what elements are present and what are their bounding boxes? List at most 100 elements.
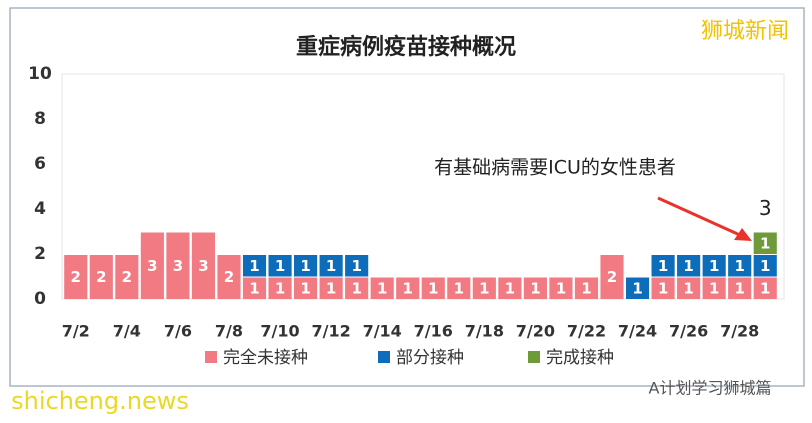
- x-tick-label: 7/18: [465, 322, 504, 341]
- x-tick-label: 7/26: [669, 322, 708, 341]
- data-label: 2: [607, 268, 617, 286]
- bar-segment: [728, 255, 752, 277]
- data-label: 1: [326, 279, 336, 297]
- legend-swatch: [528, 351, 540, 363]
- x-tick-label: 7/24: [618, 322, 657, 341]
- legend-label: 部分接种: [396, 348, 464, 368]
- x-tick-label: 7/12: [312, 322, 351, 341]
- bar-segment: [319, 277, 343, 299]
- data-label: 1: [454, 279, 464, 297]
- data-label: 1: [658, 257, 668, 275]
- bar-segment: [625, 277, 650, 299]
- bar-segment: [651, 255, 675, 277]
- x-tick-label: 7/10: [260, 322, 299, 341]
- x-tick-label: 7/2: [62, 322, 90, 341]
- data-label: 1: [734, 279, 744, 297]
- legend-swatch: [378, 351, 390, 363]
- data-label: 1: [300, 279, 310, 297]
- data-label: 1: [403, 279, 413, 297]
- watermark: A计划学习狮城篇: [649, 379, 772, 398]
- data-label: 1: [377, 279, 387, 297]
- bar-segment: [600, 255, 624, 299]
- watermark: 狮城新闻: [701, 19, 789, 44]
- arrow-head: [734, 228, 752, 241]
- bar-segment: [702, 277, 726, 299]
- bar-segment: [447, 277, 471, 299]
- data-label: 1: [249, 257, 259, 275]
- legend-label: 完全未接种: [223, 348, 308, 368]
- bar-segment: [498, 277, 522, 299]
- data-label: 1: [760, 234, 770, 252]
- data-label: 1: [632, 279, 642, 297]
- bar-segment: [345, 255, 369, 277]
- bar-segment: [651, 277, 675, 299]
- bar-segment: [472, 277, 496, 299]
- x-tick-label: 7/28: [720, 322, 759, 341]
- bar-segment: [191, 232, 216, 299]
- data-label: 1: [479, 279, 489, 297]
- y-tick-label: 6: [34, 154, 46, 174]
- data-label: 2: [96, 268, 106, 286]
- bar-segment: [89, 255, 113, 299]
- total-label: 3: [759, 196, 772, 220]
- y-tick-label: 8: [34, 109, 46, 129]
- data-label: 1: [428, 279, 438, 297]
- data-label: 1: [249, 279, 259, 297]
- data-label: 1: [300, 257, 310, 275]
- data-label: 1: [709, 279, 719, 297]
- annotation-arrow: [657, 196, 743, 238]
- data-label: 1: [326, 257, 336, 275]
- data-label: 1: [760, 257, 770, 275]
- data-label: 3: [173, 257, 183, 275]
- data-label: 2: [122, 268, 132, 286]
- data-label: 1: [734, 257, 744, 275]
- bar-segment: [64, 255, 88, 299]
- data-label: 1: [709, 257, 719, 275]
- bar-segment: [549, 277, 573, 299]
- bar-segment: [523, 277, 547, 299]
- bar-segment: [753, 232, 777, 254]
- x-tick-label: 7/20: [516, 322, 555, 341]
- bar-segment: [319, 255, 343, 277]
- y-tick-label: 2: [34, 244, 46, 264]
- bar-segment: [370, 277, 394, 299]
- bar-segment: [140, 232, 164, 299]
- data-label: 1: [530, 279, 540, 297]
- bar-segment: [753, 277, 777, 299]
- data-label: 2: [224, 268, 234, 286]
- bar-segment: [294, 277, 318, 299]
- bar-segment: [217, 255, 241, 299]
- bar-segment: [677, 277, 701, 299]
- bar-segment: [677, 255, 701, 277]
- data-label: 1: [760, 279, 770, 297]
- bar-segment: [574, 277, 599, 299]
- y-tick-label: 10: [28, 64, 52, 84]
- data-label: 1: [351, 257, 361, 275]
- bar-segment: [268, 277, 292, 299]
- x-tick-label: 7/14: [363, 322, 402, 341]
- x-tick-label: 7/6: [164, 322, 192, 341]
- x-tick-label: 7/4: [113, 322, 141, 341]
- data-label: 3: [198, 257, 208, 275]
- x-tick-label: 7/22: [567, 322, 606, 341]
- data-label: 1: [683, 257, 693, 275]
- y-tick-label: 4: [34, 199, 46, 219]
- bar-segment: [268, 255, 292, 277]
- data-label: 1: [275, 257, 285, 275]
- bar-segment: [115, 255, 139, 299]
- data-label: 1: [351, 279, 361, 297]
- bar-segment: [421, 277, 445, 299]
- bar-segment: [728, 277, 752, 299]
- data-label: 1: [275, 279, 285, 297]
- chart-title: 重症病例疫苗接种概况: [296, 34, 516, 60]
- data-label: 1: [556, 279, 566, 297]
- bar-segment: [702, 255, 726, 277]
- legend-swatch: [205, 351, 217, 363]
- data-label: 1: [581, 279, 591, 297]
- y-tick-label: 0: [34, 289, 46, 309]
- bar-segment: [753, 255, 777, 277]
- data-label: 1: [505, 279, 515, 297]
- bar-segment: [166, 232, 190, 299]
- bar-segment: [345, 277, 369, 299]
